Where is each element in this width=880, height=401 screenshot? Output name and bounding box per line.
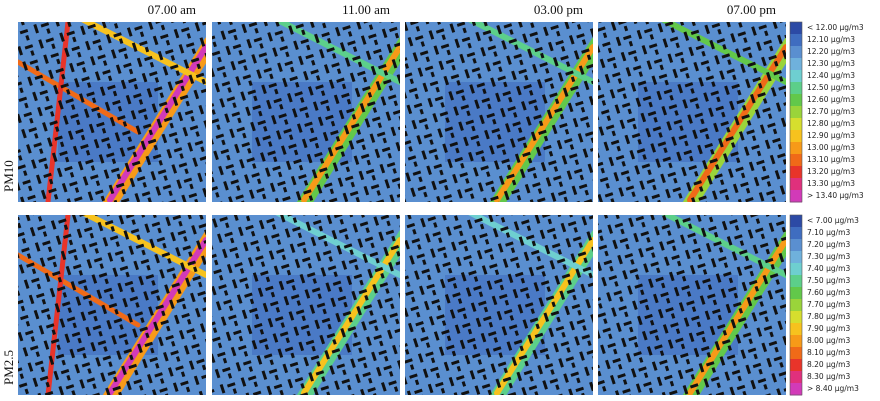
buildings [18,22,206,202]
legend-label: 12.20 μg/m3 [807,47,855,56]
buildings [212,22,400,202]
legend-swatch [790,166,802,179]
legend-label: 7.60 μg/m3 [807,288,850,297]
map-panel [18,215,206,395]
map-panel [405,215,593,395]
map-panel [212,215,400,395]
row-label: PM2.5 [1,350,16,385]
legend-frame [789,214,803,396]
legend-swatch [790,371,802,384]
legend-label: 12.70 μg/m3 [807,107,855,116]
legend-label: 7.80 μg/m3 [807,312,850,321]
legend-label: 12.60 μg/m3 [807,95,855,104]
legend-label: 7.50 μg/m3 [807,276,850,285]
legend-swatch [790,142,802,155]
legend-label: 7.10 μg/m3 [807,228,850,237]
column-header: 07.00 am [148,2,196,17]
legend-swatch [790,118,802,131]
row-label: PM10 [1,160,16,192]
column-header: 11.00 am [342,2,390,17]
legend-swatch [790,311,802,324]
legend-swatch [790,359,802,372]
legend-swatch [790,323,802,336]
legend-label: 8.20 μg/m3 [807,360,850,369]
legend-label: 13.00 μg/m3 [807,143,855,152]
legend-swatch [790,94,802,107]
legend-label: 12.80 μg/m3 [807,119,855,128]
legend-label: 7.40 μg/m3 [807,264,850,273]
legend-swatch [790,299,802,312]
legend-swatch [790,130,802,143]
legend-swatch [790,178,802,191]
legend-label: < 12.00 μg/m3 [807,23,864,32]
legend-swatch [790,215,802,228]
legend-swatch [790,82,802,95]
buildings [18,215,206,395]
legend-label: > 13.40 μg/m3 [807,191,864,200]
column-header: 07.00 pm [727,2,776,17]
legend-label: 8.30 μg/m3 [807,372,850,381]
legend-swatch [790,58,802,71]
legend-swatch [790,251,802,264]
legend-label: 13.20 μg/m3 [807,167,855,176]
buildings [405,215,593,395]
legend-frame [789,21,803,203]
legend-swatch [790,335,802,348]
legend-swatch [790,106,802,119]
legend-label: 12.90 μg/m3 [807,131,855,140]
legend-swatch [790,154,802,167]
legend-label: 13.10 μg/m3 [807,155,855,164]
legend-label: 12.30 μg/m3 [807,59,855,68]
legend-swatch [790,22,802,35]
legend-label: 7.90 μg/m3 [807,324,850,333]
legend-swatch [790,46,802,59]
map-panel [18,22,206,202]
legend-swatch [790,190,802,203]
legend-swatch [790,383,802,396]
legend-label: 7.20 μg/m3 [807,240,850,249]
legend-label: > 8.40 μg/m3 [807,384,859,393]
legend-swatch [790,347,802,360]
legend-label: 13.30 μg/m3 [807,179,855,188]
legend-swatch [790,70,802,83]
legend-label: 7.70 μg/m3 [807,300,850,309]
legend-label: 12.50 μg/m3 [807,83,855,92]
legend-swatch [790,239,802,252]
legend-label: 7.30 μg/m3 [807,252,850,261]
column-header: 03.00 pm [534,2,583,17]
map-panel [212,22,400,202]
legend-label: 12.10 μg/m3 [807,35,855,44]
legend-label: 12.40 μg/m3 [807,71,855,80]
map-panel [598,22,786,202]
legend-swatch [790,275,802,288]
legend-swatch [790,227,802,240]
buildings [598,22,786,202]
legend-swatch [790,263,802,276]
map-panel [405,22,593,202]
legend-swatch [790,287,802,300]
legend-label: 8.00 μg/m3 [807,336,850,345]
buildings [405,22,593,202]
legend-swatch [790,34,802,47]
buildings [598,215,786,395]
buildings [212,215,400,395]
map-panel [598,215,786,395]
legend-label: 8.10 μg/m3 [807,348,850,357]
legend-label: < 7.00 μg/m3 [807,216,859,225]
